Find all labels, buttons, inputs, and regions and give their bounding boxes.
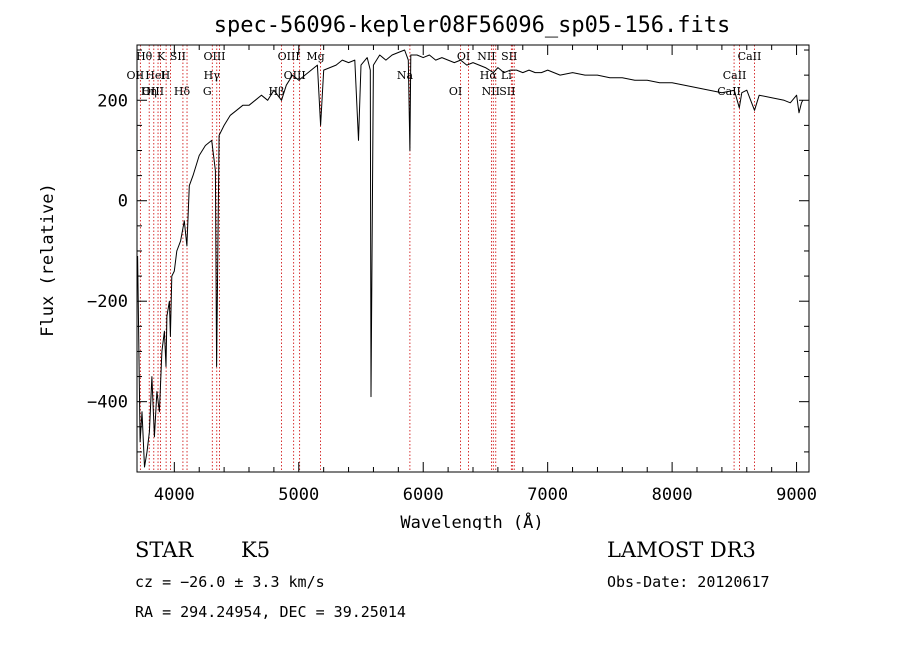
y-tick-label-1: −200 [87, 292, 128, 312]
line-marker-label-27: CaII [738, 50, 762, 63]
x-tick-label-9000: 9000 [776, 485, 817, 505]
line-marker-label-5: Hη [141, 85, 157, 98]
coordinates: RA = 294.24954, DEC = 39.25014 [135, 603, 406, 621]
line-marker-label-22: Li [501, 69, 512, 82]
line-marker-label-16: Na [397, 69, 414, 82]
line-marker-label-13: OIII [284, 69, 306, 82]
line-marker-label-3: K [157, 50, 166, 63]
y-tick-label-0: −400 [87, 393, 128, 413]
y-axis-label: Flux (relative) [38, 183, 58, 337]
line-marker-label-0: Hθ [136, 50, 153, 63]
line-marker-label-24: SII [501, 50, 517, 63]
x-tick-label-8000: 8000 [652, 485, 693, 505]
line-marker-label-14: Hβ [269, 85, 285, 98]
line-markers [139, 45, 755, 472]
line-marker-label-7: H [161, 69, 171, 82]
line-marker-label-9: OIII [203, 50, 225, 63]
line-marker-label-11: G [203, 85, 212, 98]
y-axis-ticks: −400 −200 0 200 [87, 49, 809, 453]
redshift-cz: cz = −26.0 ± 3.3 km/s [135, 573, 325, 591]
line-marker-label-17: OI [449, 85, 462, 98]
y-tick-label-3: 200 [97, 91, 128, 111]
line-marker-label-21: NII [477, 50, 495, 63]
line-marker-label-12: OIII [278, 50, 300, 63]
line-marker-label-2: OIII [142, 85, 164, 98]
line-marker-labels: Hθ OII OIII K HeI Hη SII HHδ OIII Hγ G OIII OIII Hβ Mg… [127, 50, 762, 98]
line-marker-label-15: Mg [306, 50, 324, 63]
object-class: STAR [135, 538, 194, 562]
survey-name: LAMOST DR3 [607, 538, 756, 562]
spectrum-line [137, 49, 804, 468]
line-marker-label-4: HeI [145, 69, 165, 82]
line-marker-label-1: OII [127, 69, 145, 82]
obs-date: Obs-Date: 20120617 [607, 573, 770, 591]
line-marker-label-20: SII [499, 85, 515, 98]
x-tick-label-6000: 6000 [403, 485, 444, 505]
x-tick-label-4000: 4000 [154, 485, 195, 505]
x-tick-label-7000: 7000 [527, 485, 568, 505]
line-marker-label-23: NII [482, 85, 500, 98]
x-tick-label-5000: 5000 [278, 485, 319, 505]
line-marker-label-8: Hδ [174, 85, 191, 98]
spectrum-chart: spec-56096-kepler08F56096_sp05-156.fits … [38, 13, 817, 530]
chart-title: spec-56096-kepler08F56096_sp05-156.fits [214, 13, 731, 38]
object-subclass: K5 [241, 538, 271, 562]
x-axis-label: Wavelength (Å) [400, 511, 543, 530]
spectrum-series [137, 49, 804, 468]
line-marker-label-6: SII [170, 50, 186, 63]
line-marker-label-25: CaII [723, 69, 747, 82]
x-axis-ticks: 4000 5000 6000 7000 8000 9000 [154, 45, 817, 505]
line-marker-label-10: Hγ [204, 69, 221, 82]
y-tick-label-2: 0 [118, 192, 128, 212]
